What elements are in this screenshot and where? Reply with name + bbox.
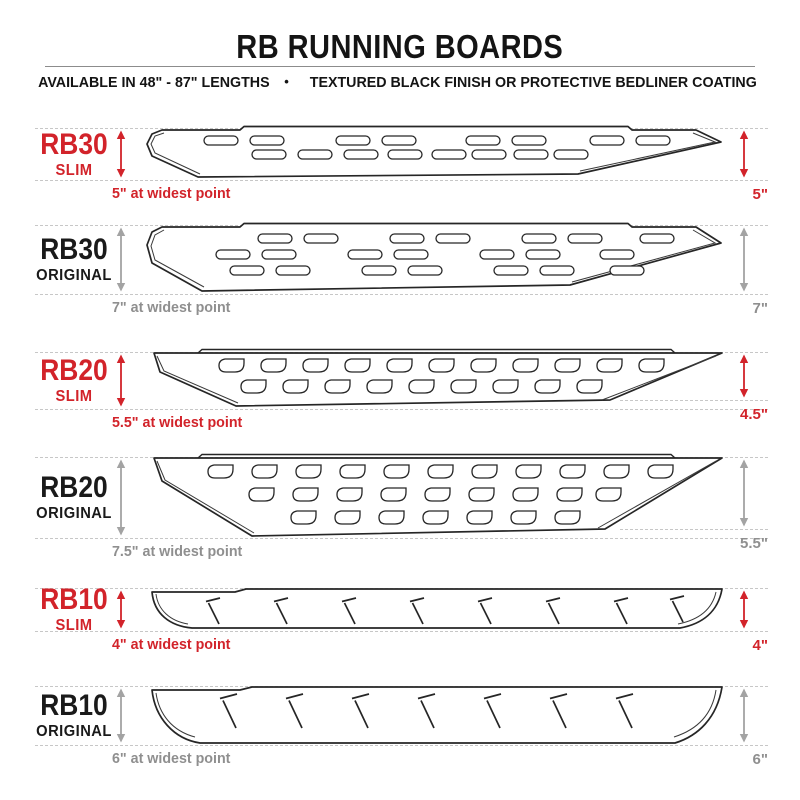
dimension-line-right-end [620,529,768,530]
title-divider [45,66,755,67]
widest-point-label: 7" at widest point [112,299,231,316]
model-variant: SLIM [55,387,93,405]
dimension-arrow-right-icon [739,590,749,629]
right-measurement-label: 4.5" [740,406,768,423]
dimension-arrow-left-icon [116,459,126,536]
dimension-arrow-right-icon [739,459,749,527]
model-variant: ORIGINAL [36,266,112,284]
model-name: RB20 [40,470,108,504]
dimension-arrow-right-icon [739,354,749,398]
model-variant: ORIGINAL [36,504,112,522]
right-measurement-label: 5" [752,186,768,203]
model-variant: ORIGINAL [36,722,112,740]
dimension-arrow-right-icon [739,130,749,178]
dimension-arrow-left-icon [116,130,126,178]
right-measurement-label: 5.5" [740,535,768,552]
dimension-line-bottom [35,409,768,410]
board-drawing-rb10-original [151,686,723,744]
model-label: RB30 ORIGINAL [18,234,130,284]
board-drawing-rb30-original [146,222,722,292]
model-name: RB20 [40,353,108,387]
board-drawing-rb10-slim [151,588,723,629]
widest-point-label: 5" at widest point [112,185,231,202]
page-title: RB RUNNING BOARDS [236,28,564,65]
board-drawing-rb20-slim [153,348,723,407]
model-name: RB10 [40,582,108,616]
widest-point-label: 5.5" at widest point [112,414,243,431]
right-measurement-label: 7" [752,300,768,317]
widest-point-label: 6" at widest point [112,750,231,767]
bullet-separator: • [284,74,289,89]
dimension-arrow-left-icon [116,354,126,407]
right-measurement-label: 4" [752,637,768,654]
dimension-line-bottom [35,631,768,632]
model-variant: SLIM [55,616,93,634]
dimension-line-bottom [35,745,768,746]
dimension-arrow-right-icon [739,227,749,292]
model-name: RB30 [40,232,108,266]
dimension-line-bottom [35,294,768,295]
dimension-line-right-end [620,400,768,401]
model-label: RB20 ORIGINAL [18,472,130,522]
model-label: RB20 SLIM [18,355,130,405]
board-drawing-rb20-original [153,453,723,537]
widest-point-label: 7.5" at widest point [112,543,243,560]
dimension-line-bottom [35,538,768,539]
subtitle-finish: TEXTURED BLACK FINISH OR PROTECTIVE BEDL… [309,74,757,91]
model-name: RB30 [40,127,108,161]
right-measurement-label: 6" [752,751,768,768]
model-label: RB30 SLIM [18,129,130,179]
model-variant: SLIM [55,161,93,179]
subtitle: AVAILABLE IN 48" - 87" LENGTHS • TEXTURED … [0,74,800,91]
subtitle-lengths: AVAILABLE IN 48" - 87" LENGTHS [37,74,270,91]
model-label: RB10 ORIGINAL [18,690,130,740]
widest-point-label: 4" at widest point [112,636,231,653]
model-name: RB10 [40,688,108,722]
dimension-arrow-left-icon [116,688,126,743]
model-label: RB10 SLIM [18,584,130,634]
dimension-arrow-left-icon [116,227,126,292]
dimension-line-bottom [35,180,768,181]
dimension-arrow-left-icon [116,590,126,629]
board-drawing-rb30-slim [146,125,722,178]
dimension-arrow-right-icon [739,688,749,743]
